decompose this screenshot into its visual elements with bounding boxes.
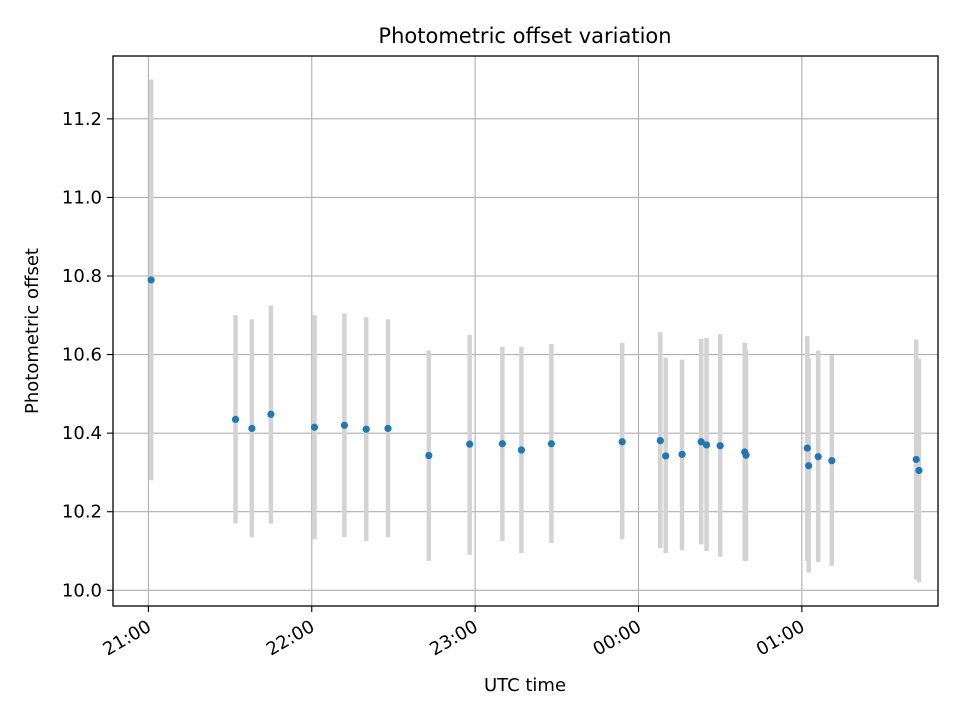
data-point: [248, 424, 256, 433]
data-point: [814, 453, 822, 461]
data-point: [915, 466, 923, 475]
y-tick-label: 10.4: [62, 423, 102, 444]
data-point: [425, 451, 433, 460]
y-axis-label: Photometric offset: [22, 248, 43, 414]
chart-title: Photometric offset variation: [378, 24, 671, 48]
y-tick-label: 11.0: [62, 187, 102, 208]
x-axis-label: UTC time: [484, 675, 566, 696]
data-point: [498, 440, 506, 448]
data-point: [362, 425, 370, 433]
data-point: [716, 442, 724, 450]
data-points: [147, 276, 923, 475]
data-point: [805, 462, 813, 470]
data-point: [697, 438, 705, 446]
data-point: [517, 446, 526, 454]
data-point: [267, 410, 275, 418]
y-tick-label: 10.8: [62, 266, 102, 287]
plot-frame: [112, 55, 939, 607]
y-tick-label: 11.2: [62, 109, 102, 130]
data-point: [466, 440, 474, 448]
data-point: [742, 451, 750, 459]
data-point: [912, 455, 920, 464]
data-point: [340, 421, 349, 429]
data-point: [231, 415, 240, 423]
y-axis-ticks: 10.0 10.2 10.4 10.6 10.8 11.0 11.2: [62, 109, 113, 601]
y-tick-label: 10.2: [62, 502, 102, 523]
data-point: [702, 441, 711, 449]
data-point: [310, 423, 319, 431]
data-point: [803, 444, 811, 452]
data-point: [618, 438, 626, 446]
data-point: [147, 276, 155, 284]
data-point: [656, 437, 664, 445]
data-point: [547, 440, 555, 448]
data-point: [662, 452, 670, 460]
y-tick-label: 10.6: [62, 345, 102, 366]
data-point: [828, 457, 836, 465]
data-point: [384, 424, 392, 433]
data-point: [678, 450, 686, 458]
y-tick-label: 10.0: [62, 580, 102, 601]
